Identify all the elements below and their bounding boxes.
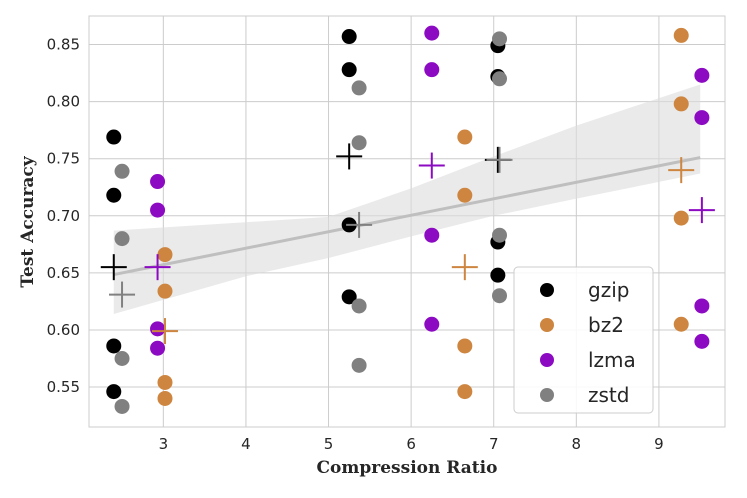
y-axis-label: Test Accuracy — [18, 155, 38, 287]
x-tick-label: 6 — [406, 435, 416, 453]
bz2-point — [457, 384, 473, 400]
lzma-point — [694, 333, 710, 349]
bz2-mean-marker — [151, 318, 178, 345]
lzma-point — [694, 67, 710, 83]
zstd-point — [492, 227, 508, 243]
bz2-mean-marker — [668, 157, 695, 184]
gzip-point — [341, 29, 357, 45]
gzip-point — [341, 289, 357, 305]
bz2-point — [157, 390, 173, 406]
bz2-point — [157, 374, 173, 390]
y-tick-label: 0.80 — [47, 93, 80, 111]
zstd-point — [351, 357, 367, 373]
zstd-point — [114, 398, 130, 414]
lzma-point — [150, 340, 166, 356]
gzip-point — [106, 338, 122, 354]
legend: gzip bz2 lzma zstd — [513, 266, 654, 414]
lzma-mean-marker — [144, 254, 171, 281]
lzma-point — [150, 321, 166, 337]
bz2-point — [673, 316, 689, 332]
lzma-point — [694, 110, 710, 126]
y-tick-label: 0.75 — [47, 150, 80, 168]
zstd-mean-marker — [109, 281, 136, 308]
gzip-point — [490, 267, 506, 283]
legend-marker-zstd — [540, 388, 554, 402]
zstd-mean-marker — [486, 146, 513, 173]
bz2-mean-marker — [451, 254, 478, 281]
zstd-point — [492, 31, 508, 47]
lzma-point — [424, 25, 440, 41]
gzip-point — [341, 62, 357, 78]
zstd-point — [114, 231, 130, 247]
legend-label-zstd: zstd — [588, 383, 629, 407]
mean-markers — [100, 143, 715, 345]
bz2-point — [673, 27, 689, 43]
zstd-point — [492, 288, 508, 304]
legend-label-bz2: bz2 — [588, 313, 624, 337]
lzma-mean-marker — [688, 197, 715, 224]
gzip-point — [106, 129, 122, 145]
x-tick-label: 5 — [324, 435, 334, 453]
regression-line — [113, 156, 701, 277]
zstd-point — [492, 71, 508, 87]
lzma-point — [424, 316, 440, 332]
bz2-point — [673, 210, 689, 226]
legend-label-gzip: gzip — [588, 278, 629, 302]
legend-box — [513, 266, 654, 414]
zstd-point — [351, 298, 367, 314]
gzip-mean-marker — [100, 254, 127, 281]
lzma-point — [150, 202, 166, 218]
zstd-mean-marker — [346, 211, 373, 238]
legend-marker-lzma — [540, 353, 554, 367]
y-tick-label: 0.70 — [47, 207, 80, 225]
bz2-point — [157, 283, 173, 299]
gzip-point — [106, 384, 122, 400]
zstd-point — [114, 351, 130, 366]
x-axis-label: Compression Ratio — [317, 458, 498, 478]
confidence-band-area — [113, 84, 701, 314]
x-tick-label: 7 — [489, 435, 499, 453]
gzip-point — [106, 187, 122, 203]
y-tick-label: 0.60 — [47, 321, 80, 339]
lzma-point — [424, 227, 440, 243]
legend-marker-bz2 — [540, 318, 554, 332]
zstd-point — [351, 135, 367, 151]
x-tick-label: 8 — [572, 435, 582, 453]
lzma-mean-marker — [418, 152, 445, 179]
lzma-point — [424, 62, 440, 78]
legend-marker-gzip — [540, 283, 554, 297]
bz2-point — [673, 96, 689, 112]
gzip-mean-marker — [336, 143, 363, 170]
x-tick-label: 4 — [241, 435, 251, 453]
legend-label-lzma: lzma — [588, 348, 636, 372]
bz2-point — [157, 247, 173, 263]
zstd-point — [351, 80, 367, 96]
tick-labels: 3 4 5 6 7 8 9 0.55 0.60 0.65 0.70 0.75 0.80 0.85 — [47, 36, 664, 453]
y-tick-label: 0.85 — [47, 36, 80, 54]
x-tick-label: 9 — [654, 435, 664, 453]
x-tick-label: 3 — [159, 435, 169, 453]
lzma-point — [694, 298, 710, 314]
confidence-band — [113, 84, 701, 314]
data-points — [106, 25, 710, 414]
zstd-point — [114, 163, 130, 179]
y-tick-label: 0.55 — [47, 378, 80, 396]
bz2-point — [457, 129, 473, 145]
bz2-point — [457, 187, 473, 203]
y-tick-label: 0.65 — [47, 264, 80, 282]
bz2-point — [457, 338, 473, 354]
lzma-point — [150, 174, 166, 190]
